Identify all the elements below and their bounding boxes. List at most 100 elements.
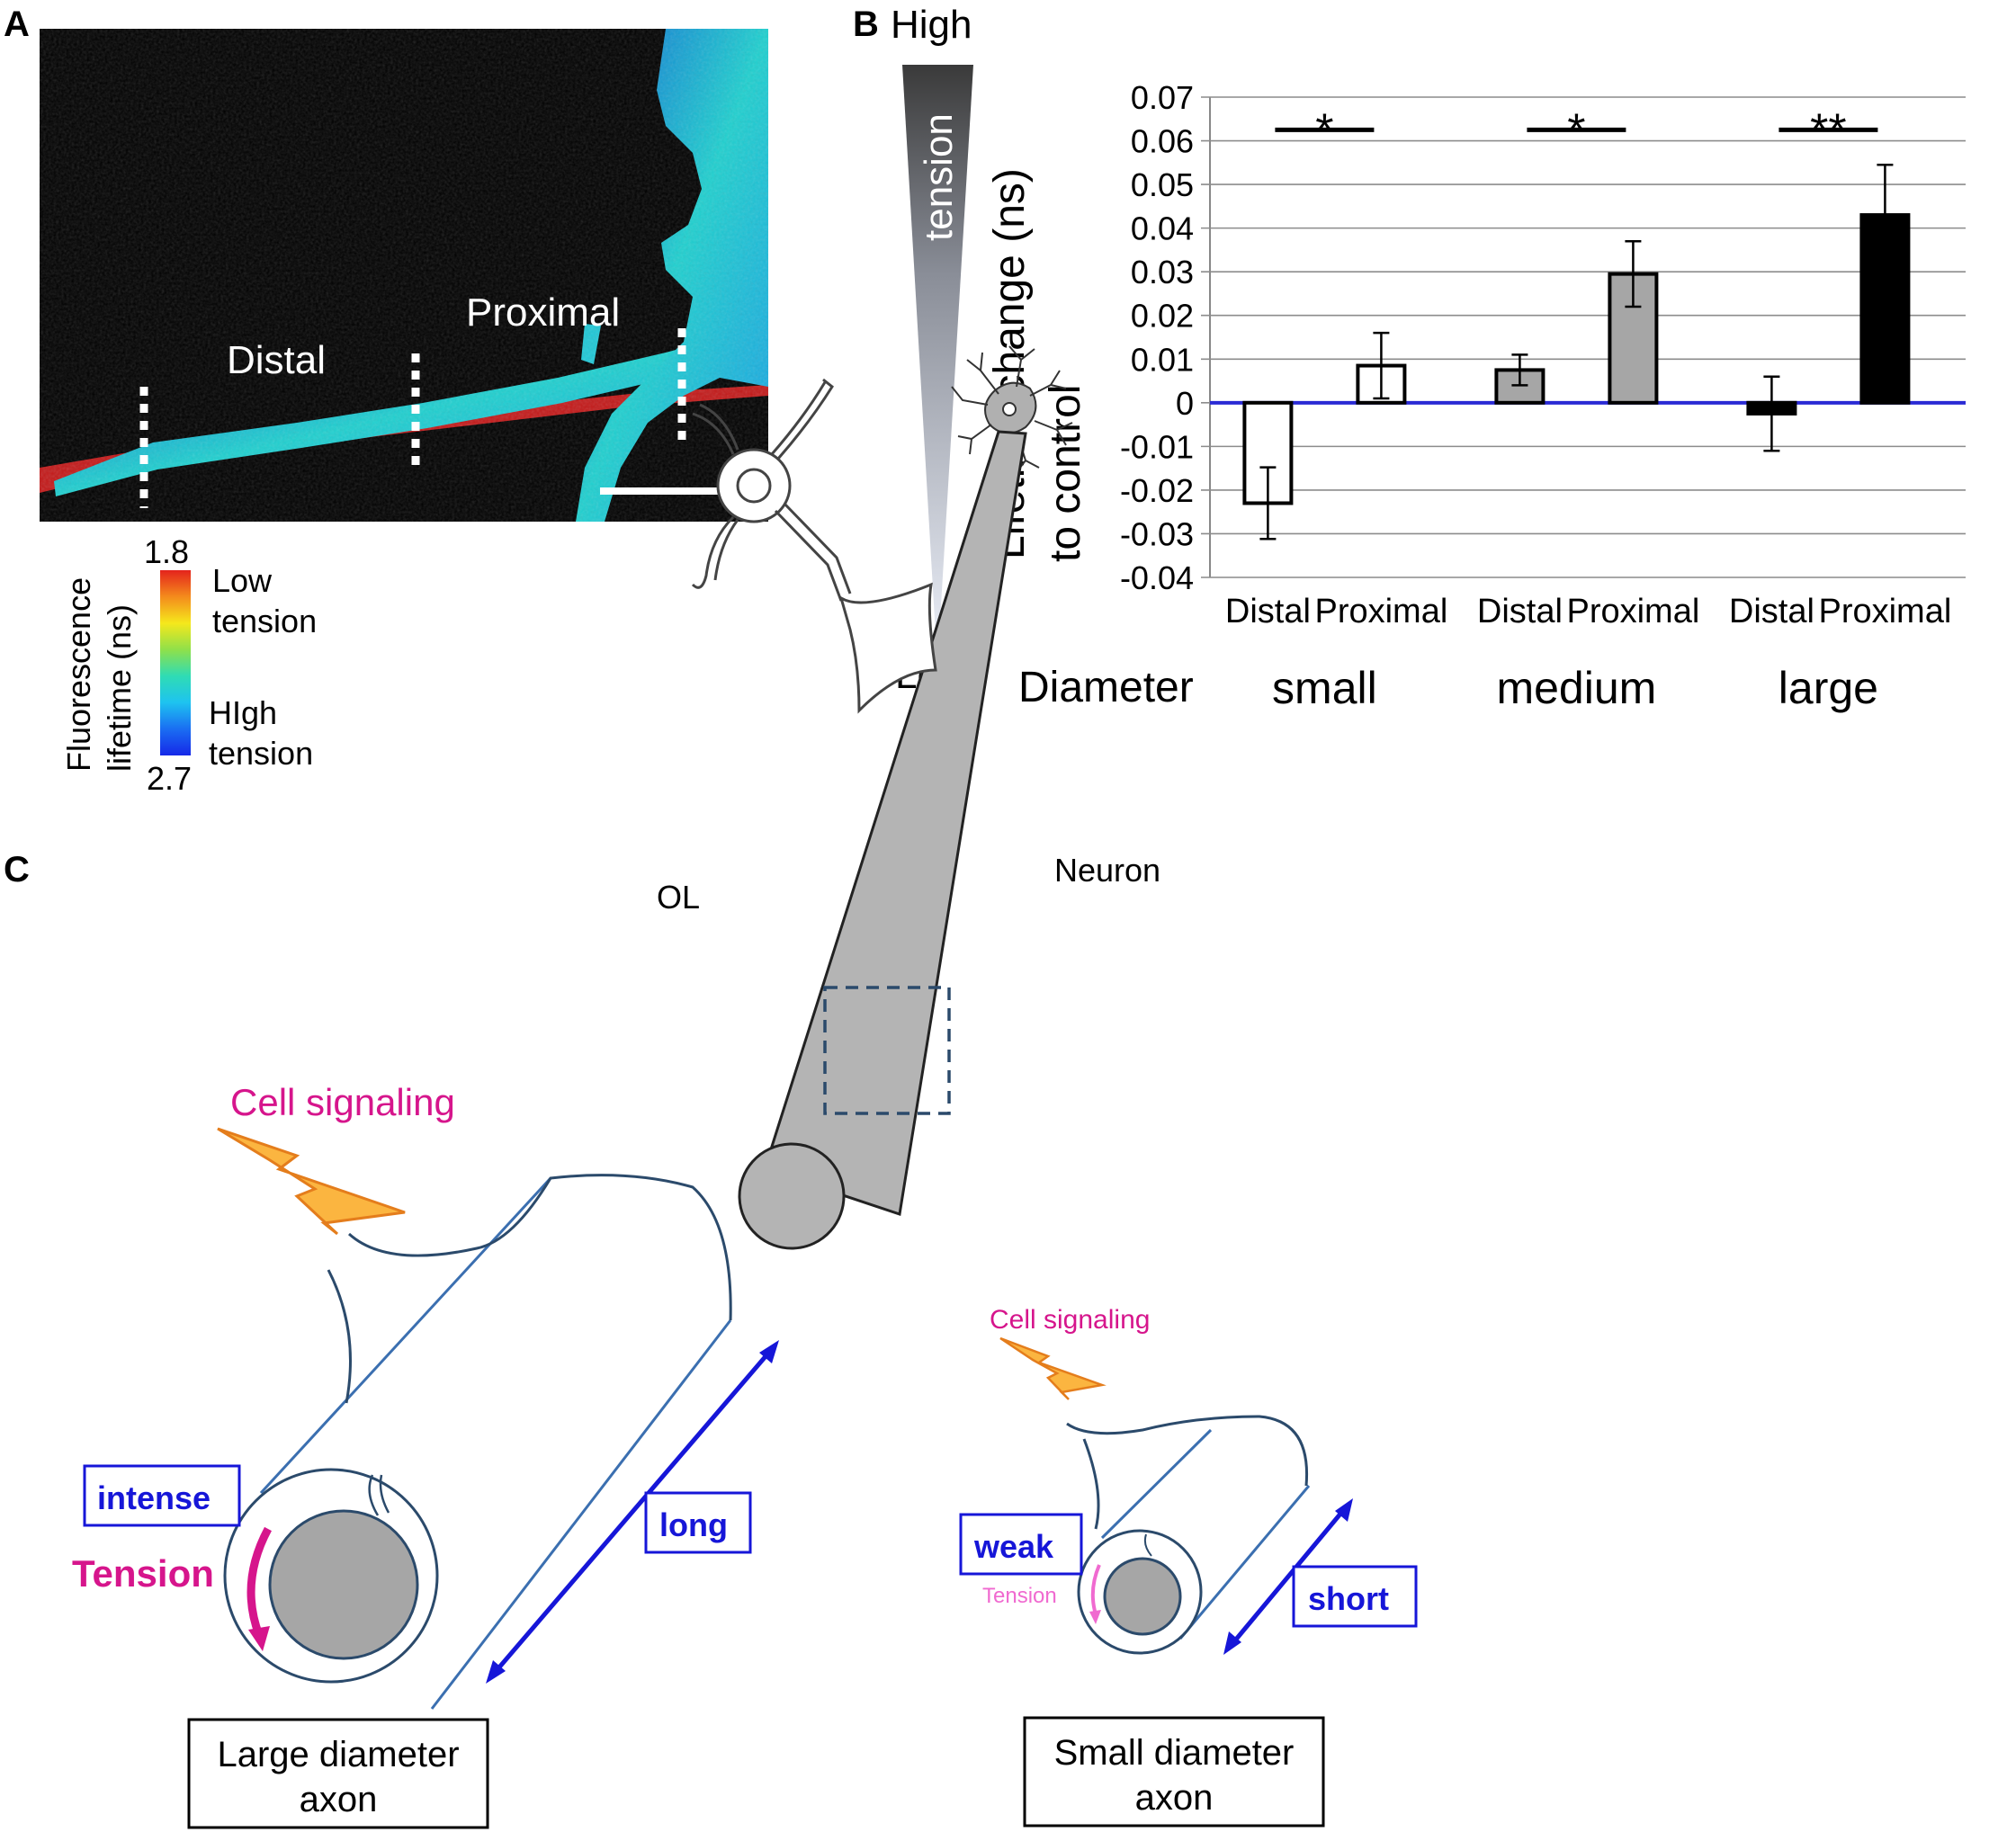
- chart-significance: * * **: [1275, 104, 1878, 156]
- y-tick-label: -0.01: [1120, 428, 1194, 465]
- x-group-label: small: [1272, 663, 1377, 713]
- neuron-nucleus: [1002, 402, 1017, 416]
- colorbar-title-2: lifetime (ns): [101, 604, 138, 772]
- small-axon-core: [1103, 1557, 1182, 1636]
- small-tension-arrowhead: [1089, 1610, 1101, 1624]
- panel-a-letter: A: [4, 4, 30, 44]
- large-lightning-icon: [217, 1127, 406, 1236]
- large-axon-schematic: Cell signaling intense Tension long Larg…: [72, 1081, 779, 1829]
- small-axon-caption-2: axon: [1135, 1778, 1214, 1818]
- significance-star: *: [1567, 104, 1585, 156]
- x-category-label: Distal: [1225, 593, 1311, 630]
- bar-chart: 0.07 0.06 0.05 0.04 0.03 0.02 0.01 0 -0.01 -0.02 -…: [986, 79, 1966, 713]
- y-tick-label: 0.06: [1131, 123, 1194, 160]
- y-tick-label: 0.03: [1131, 254, 1194, 290]
- x-category-label: Distal: [1729, 593, 1814, 630]
- intense-box: [83, 1464, 241, 1527]
- colorbar-high-2: tension: [209, 735, 313, 772]
- significance-star: *: [1315, 104, 1333, 156]
- large-axon-caption-2: axon: [300, 1780, 378, 1819]
- diameter-label: Diameter: [1018, 664, 1194, 711]
- long-box: [644, 1491, 752, 1554]
- chart-x-labels: Distal Proximal Distal Proximal Distal Proxim…: [1225, 593, 1951, 713]
- tension-wedge: [902, 65, 973, 666]
- y-tick-label: 0: [1176, 385, 1194, 422]
- neuron-axon-cone: [763, 430, 1027, 1216]
- small-axon-caption-1: Small diameter: [1054, 1733, 1295, 1773]
- intense-label: intense: [97, 1479, 211, 1516]
- tension-word: tension: [917, 113, 961, 241]
- ol-nucleus: [736, 468, 772, 504]
- microscopy-image: Distal Proximal: [40, 29, 768, 522]
- colorbar-high-1: HIgh: [209, 694, 277, 731]
- x-category-label: Distal: [1477, 593, 1563, 630]
- y-axis-label-2: to control: [1042, 385, 1089, 562]
- large-axon-flap: [327, 1269, 352, 1404]
- large-tension-arrow: [246, 1526, 272, 1637]
- y-tick-label: 0.04: [1131, 210, 1194, 247]
- ol-label: OL: [657, 879, 700, 916]
- long-arrow-head-top: [759, 1340, 779, 1363]
- image-noise: [40, 29, 768, 522]
- large-cell-signaling-label: Cell signaling: [230, 1081, 455, 1123]
- y-tick-label: -0.04: [1120, 559, 1194, 596]
- y-tick-label: 0.01: [1131, 341, 1194, 378]
- short-label: short: [1308, 1580, 1389, 1617]
- small-tension-label: Tension: [982, 1584, 1057, 1608]
- y-tick-label: -0.02: [1120, 472, 1194, 509]
- zoom-box: [823, 986, 951, 1115]
- long-label: long: [659, 1506, 728, 1543]
- weak-label: weak: [973, 1528, 1054, 1565]
- large-axon-core: [268, 1509, 419, 1660]
- small-axon-top-edge: [1100, 1428, 1213, 1540]
- panel-c-letter: C: [4, 850, 30, 889]
- colorbar-min: 2.7: [147, 760, 192, 797]
- axon-cross-section: [738, 1142, 846, 1250]
- x-category-label: Proximal: [1566, 593, 1699, 630]
- short-arrow-head-top: [1335, 1498, 1353, 1522]
- small-axon-flap: [1082, 1438, 1100, 1530]
- label-proximal: Proximal: [466, 290, 620, 335]
- x-group-label: medium: [1496, 663, 1656, 713]
- small-cell-signaling-label: Cell signaling: [990, 1305, 1150, 1335]
- x-group-label: large: [1779, 663, 1878, 713]
- large-tension-arrowhead: [248, 1626, 270, 1651]
- large-axon-caption-box: [187, 1718, 489, 1829]
- myelin-sheath-piece: [838, 582, 937, 714]
- y-tick-label: 0.05: [1131, 166, 1194, 203]
- chart-yticks: 0.07 0.06 0.05 0.04 0.03 0.02 0.01 0 -0.01 -0.02 -…: [1120, 79, 1194, 596]
- large-axon-myelin-edge: [347, 1174, 732, 1321]
- y-tick-label: 0.02: [1131, 298, 1194, 335]
- large-axon-inner-loop: [368, 1474, 390, 1516]
- colorbar-title-1: Fluorescence: [60, 577, 97, 772]
- small-axon-bottom-edge: [1178, 1485, 1311, 1640]
- small-axon-inner-loop: [1143, 1533, 1152, 1557]
- short-box: [1292, 1565, 1418, 1628]
- colorbar: 1.8 2.7 Low tension HIgh tension Fluores…: [60, 533, 317, 797]
- ol-neuron-schematic: OL Neuron: [657, 345, 1160, 1250]
- chart-grid: [1201, 96, 1966, 578]
- y-tick-label: -0.03: [1120, 515, 1194, 552]
- colorbar-low-1: Low: [212, 562, 273, 599]
- large-tension-label: Tension: [72, 1552, 214, 1595]
- long-arrow-line: [491, 1347, 774, 1676]
- weak-box: [959, 1513, 1083, 1576]
- chart-error-bars: [1259, 163, 1894, 541]
- neuron-label: Neuron: [1054, 852, 1160, 889]
- small-axon-myelin-edge: [1066, 1415, 1309, 1487]
- large-axon-bottom-edge: [430, 1319, 732, 1710]
- small-axon-schematic: Cell signaling weak Tension short Small …: [959, 1305, 1418, 1828]
- x-category-label: Proximal: [1314, 593, 1447, 630]
- tension-high-label: High: [891, 3, 972, 47]
- large-axon-top-edge: [259, 1176, 552, 1495]
- x-category-label: Proximal: [1818, 593, 1951, 630]
- small-tension-arrow: [1090, 1564, 1101, 1615]
- small-axon-caption-box: [1023, 1716, 1325, 1828]
- short-arrow-line: [1229, 1506, 1348, 1648]
- large-axon-caption-1: Large diameter: [217, 1735, 459, 1774]
- significance-star: **: [1810, 104, 1846, 156]
- short-arrow-head-bottom: [1223, 1631, 1241, 1655]
- label-distal: Distal: [227, 338, 326, 382]
- ol-processes: [691, 378, 852, 602]
